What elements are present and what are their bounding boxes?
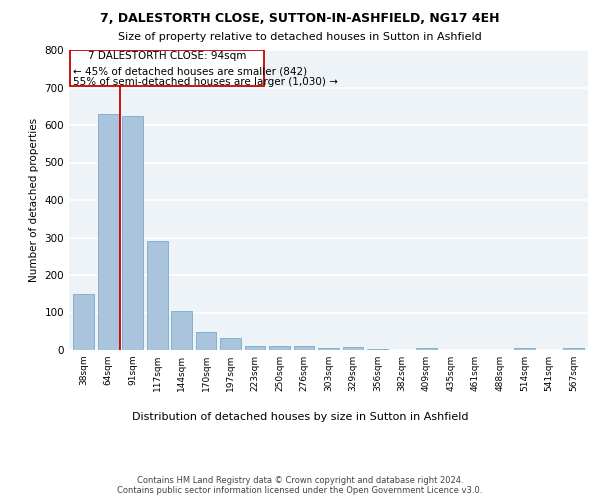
Text: 7, DALESTORTH CLOSE, SUTTON-IN-ASHFIELD, NG17 4EH: 7, DALESTORTH CLOSE, SUTTON-IN-ASHFIELD,… (100, 12, 500, 26)
Bar (293, 346, 314, 350)
Bar (367, 349, 388, 350)
Text: Distribution of detached houses by size in Sutton in Ashfield: Distribution of detached houses by size … (132, 412, 468, 422)
Text: ← 45% of detached houses are smaller (842): ← 45% of detached houses are smaller (84… (73, 66, 307, 76)
Bar (343, 347, 364, 350)
Text: Size of property relative to detached houses in Sutton in Ashfield: Size of property relative to detached ho… (118, 32, 482, 42)
Bar (514, 348, 535, 350)
Bar (245, 346, 265, 350)
Text: 7 DALESTORTH CLOSE: 94sqm: 7 DALESTORTH CLOSE: 94sqm (88, 51, 246, 61)
Bar (171, 310, 192, 350)
Bar (220, 338, 241, 350)
Y-axis label: Number of detached properties: Number of detached properties (29, 118, 39, 282)
Bar (269, 346, 290, 350)
FancyBboxPatch shape (70, 50, 263, 86)
Bar (416, 348, 437, 350)
Bar (147, 242, 167, 350)
Text: Contains HM Land Registry data © Crown copyright and database right 2024.
Contai: Contains HM Land Registry data © Crown c… (118, 476, 482, 495)
Bar (122, 116, 143, 350)
Bar (318, 348, 339, 350)
Bar (563, 348, 584, 350)
Text: 55% of semi-detached houses are larger (1,030) →: 55% of semi-detached houses are larger (… (73, 78, 338, 88)
Bar (98, 114, 119, 350)
Bar (73, 294, 94, 350)
Bar (196, 332, 217, 350)
